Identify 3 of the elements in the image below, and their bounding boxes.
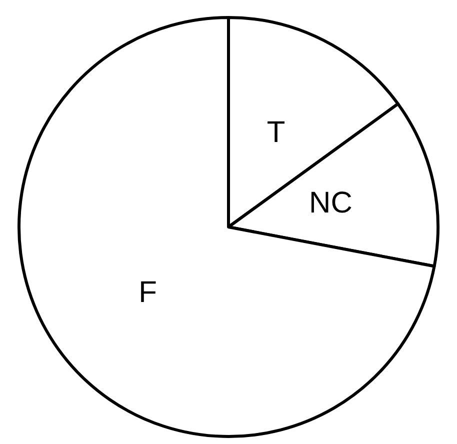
slice-label: NC [309,186,352,220]
slice-label: F [138,276,157,310]
slice-label: T [266,116,286,149]
